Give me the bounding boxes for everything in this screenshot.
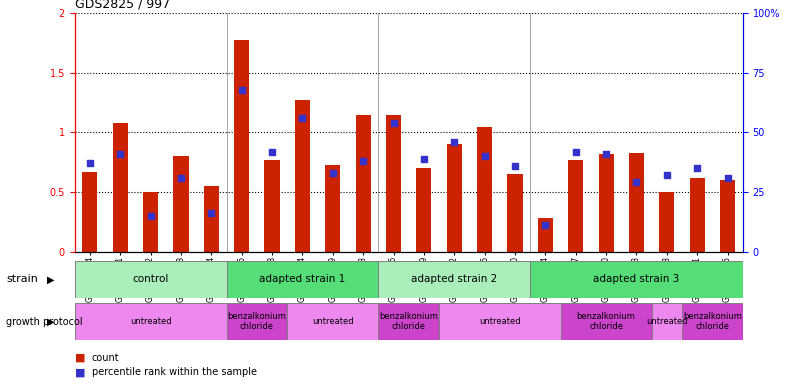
Text: ▶: ▶: [47, 274, 55, 285]
Text: benzalkonium
chloride: benzalkonium chloride: [227, 312, 286, 331]
Point: [145, 213, 157, 219]
Text: benzalkonium
chloride: benzalkonium chloride: [380, 312, 438, 331]
Bar: [689, 178, 705, 252]
Bar: [226, 261, 378, 298]
Text: adapted strain 3: adapted strain 3: [593, 274, 680, 285]
Bar: [287, 303, 378, 340]
Bar: [652, 303, 682, 340]
Bar: [264, 160, 280, 252]
Bar: [295, 100, 310, 252]
Point: [114, 151, 127, 157]
Point: [722, 175, 734, 181]
Bar: [75, 303, 226, 340]
Bar: [446, 144, 462, 252]
Text: percentile rank within the sample: percentile rank within the sample: [92, 367, 257, 377]
Point: [660, 172, 673, 179]
Bar: [629, 153, 644, 252]
Text: untreated: untreated: [646, 317, 688, 326]
Bar: [439, 303, 560, 340]
Bar: [531, 261, 743, 298]
Text: benzalkonium
chloride: benzalkonium chloride: [577, 312, 636, 331]
Bar: [226, 303, 287, 340]
Point: [479, 153, 491, 159]
Bar: [112, 123, 128, 252]
Bar: [83, 172, 97, 252]
Bar: [386, 115, 401, 252]
Point: [205, 210, 218, 217]
Point: [539, 222, 552, 228]
Point: [236, 86, 248, 93]
Point: [630, 179, 643, 185]
Text: untreated: untreated: [479, 317, 520, 326]
Bar: [720, 180, 735, 252]
Text: benzalkonium
chloride: benzalkonium chloride: [683, 312, 742, 331]
Point: [691, 165, 703, 171]
Text: strain: strain: [6, 274, 39, 285]
Bar: [174, 156, 189, 252]
Point: [417, 156, 430, 162]
Bar: [325, 165, 340, 252]
Bar: [143, 192, 158, 252]
Text: adapted strain 2: adapted strain 2: [411, 274, 498, 285]
Text: GDS2825 / 997: GDS2825 / 997: [75, 0, 170, 11]
Point: [448, 139, 461, 145]
Text: growth protocol: growth protocol: [6, 316, 83, 327]
Point: [600, 151, 612, 157]
Text: count: count: [92, 353, 119, 363]
Bar: [477, 127, 492, 252]
Bar: [568, 160, 583, 252]
Point: [509, 163, 521, 169]
Text: adapted strain 1: adapted strain 1: [259, 274, 346, 285]
Bar: [204, 186, 219, 252]
Bar: [378, 303, 439, 340]
Point: [296, 115, 309, 121]
Text: untreated: untreated: [130, 317, 171, 326]
Bar: [508, 174, 523, 252]
Bar: [598, 154, 614, 252]
Bar: [659, 192, 674, 252]
Point: [174, 175, 187, 181]
Text: ▶: ▶: [47, 316, 55, 327]
Point: [570, 149, 582, 155]
Bar: [378, 261, 531, 298]
Bar: [538, 218, 553, 252]
Point: [83, 161, 96, 167]
Bar: [355, 115, 371, 252]
Bar: [75, 261, 226, 298]
Bar: [560, 303, 652, 340]
Point: [387, 120, 400, 126]
Text: ■: ■: [75, 353, 85, 363]
Bar: [234, 40, 249, 252]
Bar: [682, 303, 743, 340]
Text: ■: ■: [75, 367, 85, 377]
Point: [357, 158, 369, 164]
Text: control: control: [132, 274, 169, 285]
Point: [266, 149, 278, 155]
Bar: [417, 168, 432, 252]
Text: untreated: untreated: [312, 317, 354, 326]
Point: [326, 170, 339, 176]
